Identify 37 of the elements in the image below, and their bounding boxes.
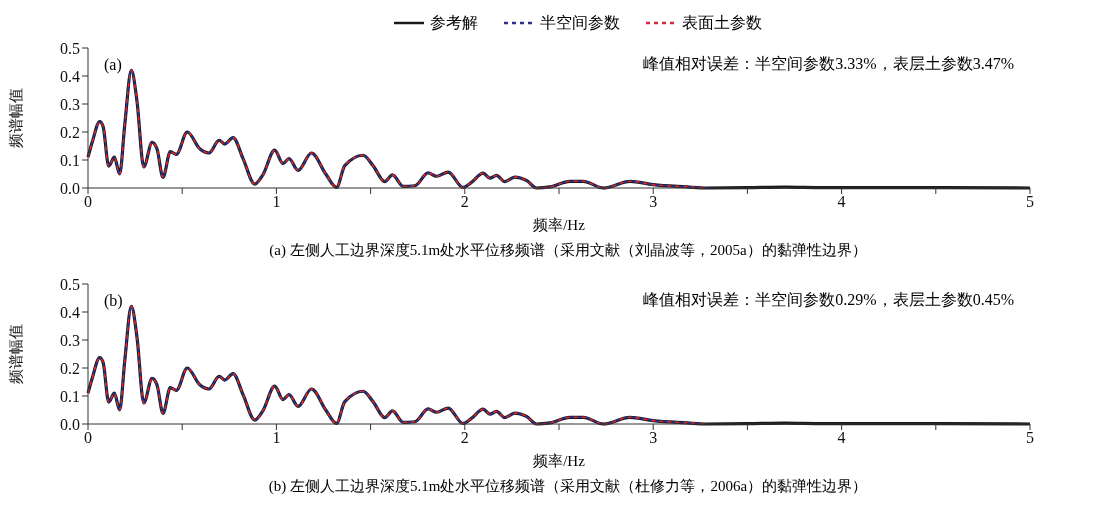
- annotation: 峰值相对误差：半空间参数3.33%，表层土参数3.47%: [643, 54, 1014, 74]
- legend-label: 表面土参数: [682, 12, 762, 33]
- y-tick-label: 0.0: [60, 415, 80, 433]
- annotation: (b): [104, 292, 123, 310]
- y-tick-label: 0.2: [60, 123, 80, 141]
- x-tick-label: 0: [84, 193, 92, 211]
- x-tick-label: 3: [649, 193, 658, 211]
- x-tick-label: 0: [84, 429, 92, 447]
- y-tick-label: 0.3: [60, 331, 80, 349]
- x-tick-label: 5: [1026, 193, 1034, 211]
- annotation: 峰值相对误差：半空间参数0.29%，表层土参数0.45%: [643, 290, 1014, 310]
- y-tick-label: 0.1: [60, 387, 80, 405]
- y-tick-label: 0.3: [60, 95, 80, 113]
- y-axis-title: 频谱幅值: [8, 88, 25, 148]
- y-tick-label: 0.1: [60, 151, 80, 169]
- x-tick-label: 4: [837, 193, 846, 211]
- x-tick-label: 1: [272, 193, 281, 211]
- x-tick-label: 5: [1026, 429, 1034, 447]
- y-tick-label: 0.5: [60, 275, 80, 293]
- x-tick-label: 2: [460, 193, 469, 211]
- legend-label: 半空间参数: [540, 12, 620, 33]
- y-tick-label: 0.2: [60, 359, 80, 377]
- y-tick-label: 0.4: [60, 303, 80, 321]
- y-axis-title: 频谱幅值: [8, 324, 25, 384]
- x-axis-title: 频率/Hz: [532, 452, 586, 471]
- y-tick-label: 0.5: [60, 39, 80, 57]
- x-tick-label: 4: [837, 429, 846, 447]
- x-axis-title: 频率/Hz: [532, 216, 586, 235]
- x-tick-label: 2: [460, 429, 469, 447]
- y-tick-label: 0.0: [60, 179, 80, 197]
- text: (b) 左侧人工边界深度5.1m处水平位移频谱（采用文献（杜修力等，2006a）的黏弹性边界）: [267, 477, 869, 496]
- x-tick-label: 3: [649, 429, 658, 447]
- x-tick-label: 1: [272, 429, 281, 447]
- text: (a) 左侧人工边界深度5.1m处水平位移频谱（采用文献（刘晶波等，2005a）的黏弹性边界）: [268, 241, 868, 260]
- legend-label: 参考解: [430, 12, 478, 33]
- y-tick-label: 0.4: [60, 67, 80, 85]
- annotation: (a): [104, 56, 122, 74]
